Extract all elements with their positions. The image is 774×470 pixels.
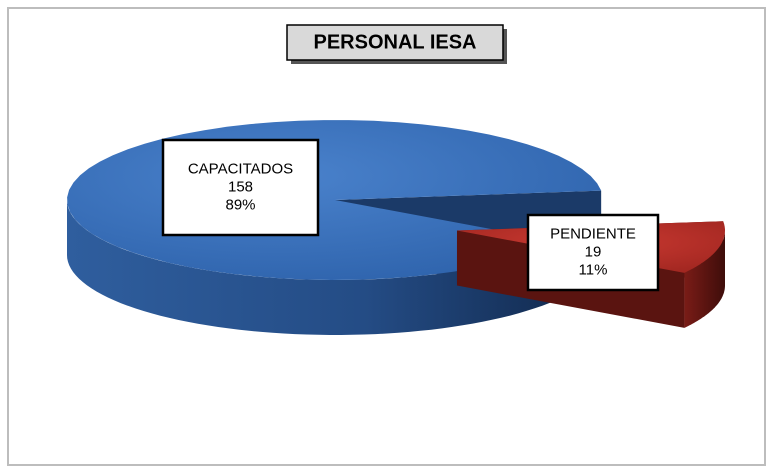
category-label: PENDIENTE bbox=[550, 225, 636, 242]
percent-label: 89% bbox=[225, 196, 255, 213]
data-label-box bbox=[526, 213, 660, 292]
slice-side bbox=[67, 200, 563, 335]
value-label: 19 bbox=[585, 243, 602, 260]
value-label: 158 bbox=[228, 178, 253, 195]
title-box bbox=[286, 24, 504, 61]
category-label: CAPACITADOS bbox=[188, 160, 293, 177]
slice-side bbox=[684, 230, 725, 328]
data-label-box bbox=[161, 138, 320, 237]
percent-label: 11% bbox=[579, 261, 608, 278]
chart-title: PERSONAL IESA bbox=[314, 31, 477, 53]
